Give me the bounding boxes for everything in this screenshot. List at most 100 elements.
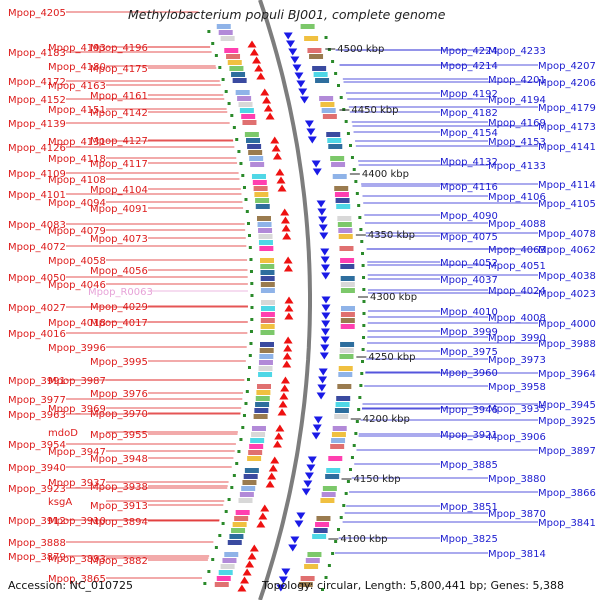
- gene-feature-block: [330, 444, 345, 449]
- track-dot: [241, 174, 245, 177]
- gene-label-left: Mpop_4016: [8, 329, 66, 340]
- forward-gene-arrow: [275, 424, 285, 432]
- track-dot: [324, 36, 328, 39]
- reverse-gene-arrow: [317, 208, 327, 216]
- gene-feature-block: [250, 438, 265, 443]
- forward-gene-arrow: [258, 512, 268, 520]
- gene-feature-block: [244, 132, 259, 137]
- track-dot: [239, 438, 243, 441]
- gene-feature-block: [298, 582, 313, 587]
- track-dot: [362, 288, 366, 291]
- gene-label-left: mdoD: [48, 428, 78, 439]
- rna-gene-label: Mpop_R0063: [88, 287, 153, 298]
- gene-feature-block: [239, 492, 254, 497]
- gene-feature-block: [249, 444, 264, 449]
- gene-label-right: Mpop_3990: [488, 333, 546, 344]
- gene-label-left: Mpop_3947: [48, 447, 106, 458]
- gene-feature-block: [253, 186, 268, 191]
- gene-feature-block: [260, 330, 275, 335]
- forward-gene-arrow: [267, 472, 277, 480]
- gene-feature-block: [254, 192, 269, 197]
- forward-gene-arrow: [284, 296, 294, 304]
- forward-gene-arrow: [279, 392, 289, 400]
- track-dot: [242, 186, 246, 189]
- gene-label-right: Mpop_3870: [488, 509, 546, 520]
- track-dot: [355, 192, 359, 195]
- gene-feature-block: [260, 258, 275, 263]
- reverse-gene-arrow: [318, 224, 328, 232]
- gene-label-right: Mpop_3921: [440, 430, 498, 441]
- gene-feature-block: [255, 402, 270, 407]
- forward-gene-arrow: [283, 344, 293, 352]
- gene-label-right: Mpop_4051: [488, 261, 546, 272]
- gene-feature-block: [313, 72, 328, 77]
- gene-feature-block: [258, 372, 273, 377]
- reverse-gene-arrow: [311, 160, 321, 168]
- track-dot: [344, 120, 348, 123]
- track-dot: [362, 300, 366, 303]
- reverse-gene-arrow: [298, 88, 308, 96]
- gene-feature-block: [321, 108, 336, 113]
- gene-label-left: Mpop_3969: [48, 404, 106, 415]
- gene-label-right: Mpop_3935: [488, 404, 546, 415]
- gene-feature-block: [247, 144, 262, 149]
- forward-gene-arrow: [272, 440, 282, 448]
- gene-feature-block: [258, 228, 273, 233]
- gene-feature-block: [252, 180, 267, 185]
- gene-feature-block: [227, 60, 242, 65]
- reverse-gene-arrow: [294, 72, 304, 80]
- track-dot: [245, 390, 249, 393]
- track-dot: [203, 582, 207, 585]
- scale-tick-label: 4100 kbp: [340, 534, 387, 545]
- reverse-gene-arrow: [306, 464, 316, 472]
- gene-feature-block: [260, 342, 275, 347]
- gene-label-left: Mpop_4027: [8, 303, 66, 314]
- gene-feature-block: [340, 324, 355, 329]
- forward-gene-arrow: [240, 576, 250, 584]
- reverse-gene-arrow: [307, 136, 317, 144]
- gene-label-left: Mpop_3963: [8, 410, 66, 421]
- gene-feature-block: [328, 144, 343, 149]
- gene-feature-block: [260, 282, 275, 287]
- track-dot: [211, 558, 215, 561]
- scale-tick-label: 4500 kbp: [337, 44, 384, 55]
- track-dot: [218, 66, 222, 69]
- reverse-gene-arrow: [276, 584, 286, 592]
- forward-gene-arrow: [283, 336, 293, 344]
- gene-feature-block: [321, 492, 336, 497]
- gene-label-left: Mpop_3882: [90, 556, 148, 567]
- gene-label-right: Mpop_4024: [488, 286, 546, 297]
- gene-feature-block: [338, 228, 353, 233]
- track-dot: [362, 336, 366, 339]
- gene-feature-block: [337, 216, 352, 221]
- gene-feature-block: [242, 480, 257, 485]
- forward-gene-arrow: [284, 304, 294, 312]
- gene-feature-block: [339, 348, 354, 353]
- gene-label-left: Mpop_4104: [90, 185, 148, 196]
- track-dot: [357, 408, 361, 411]
- gene-feature-block: [340, 264, 355, 269]
- track-dot: [249, 270, 253, 273]
- gene-label-right: Mpop_4169: [488, 118, 546, 129]
- track-dot: [207, 30, 211, 33]
- forward-gene-arrow: [242, 568, 252, 576]
- gene-feature-block: [260, 276, 275, 281]
- gene-label-left: Mpop_3954: [8, 440, 66, 451]
- gene-feature-block: [231, 528, 246, 533]
- gene-label-right: Mpop_4105: [538, 199, 596, 210]
- gene-feature-block: [249, 156, 264, 161]
- reverse-gene-arrow: [320, 264, 330, 272]
- gene-label-right: Mpop_4233: [488, 46, 546, 57]
- gene-feature-block: [257, 222, 272, 227]
- track-dot: [247, 366, 251, 369]
- track-dot: [354, 432, 358, 435]
- gene-label-left: Mpop_4205: [8, 8, 66, 19]
- gene-label-left: Mpop_4083: [8, 220, 66, 231]
- track-dot: [248, 354, 252, 357]
- gene-feature-block: [259, 354, 274, 359]
- gene-feature-block: [320, 102, 335, 107]
- gene-feature-block: [239, 108, 254, 113]
- gene-feature-block: [261, 300, 275, 305]
- gene-label-left: Mpop_4193: [48, 43, 106, 54]
- gene-feature-block: [243, 474, 258, 479]
